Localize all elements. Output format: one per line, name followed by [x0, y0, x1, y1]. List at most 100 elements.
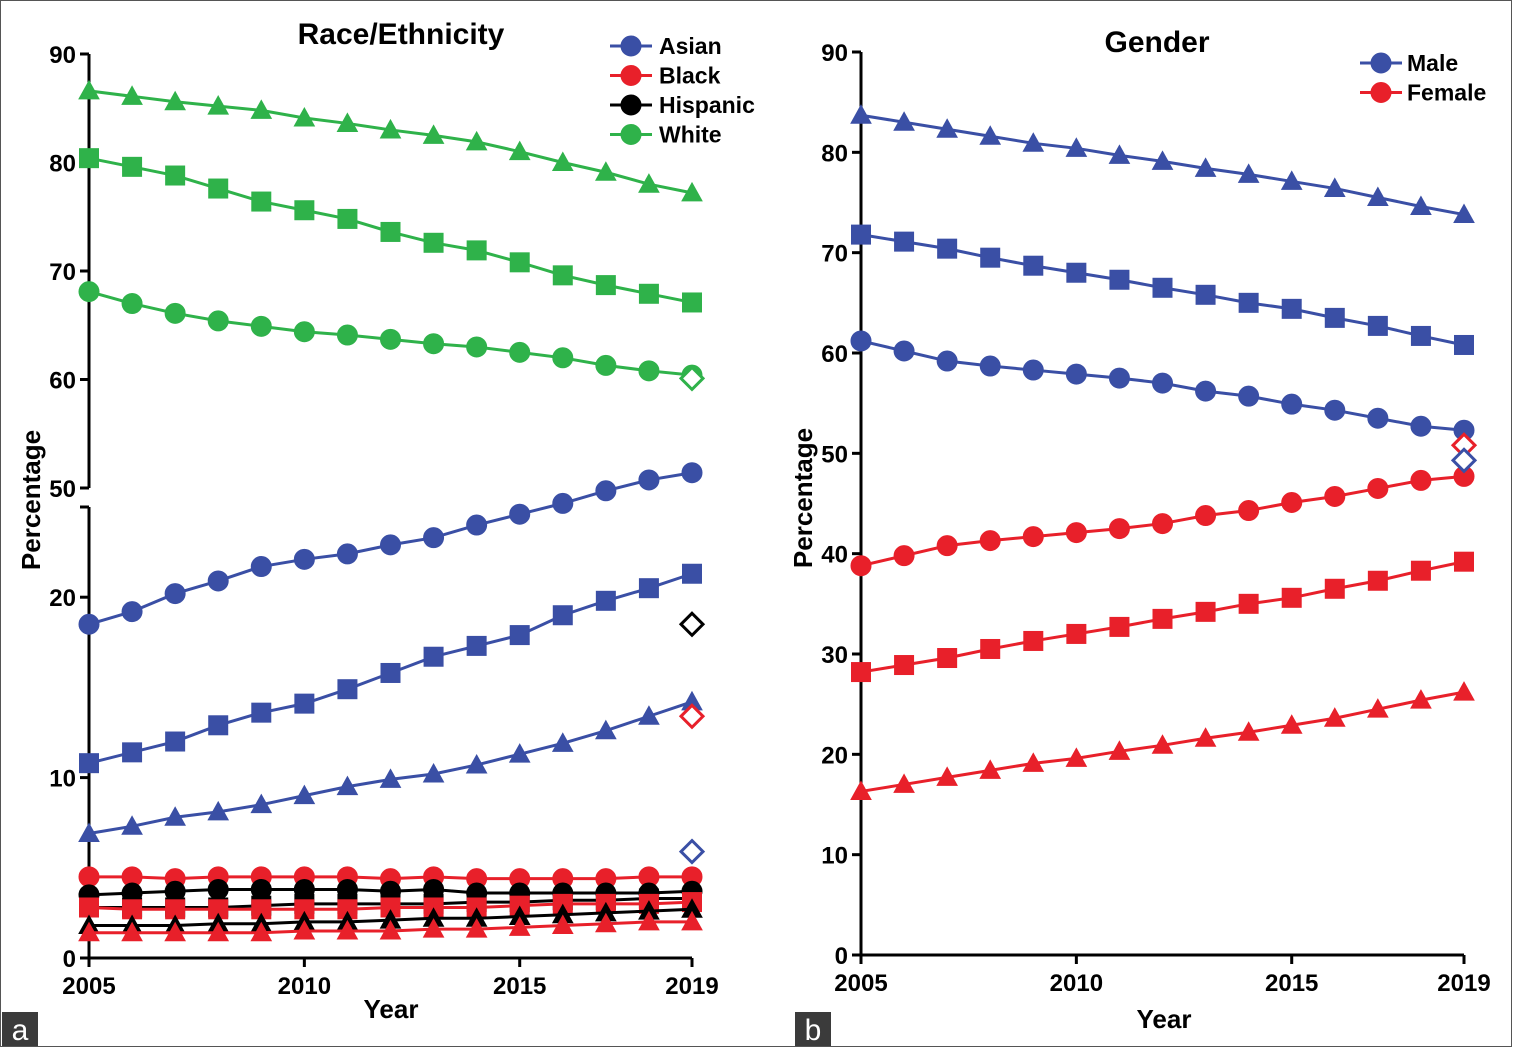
- panel-b-point-male-circle: [893, 340, 915, 362]
- panel-a-point-white-triangle: [78, 79, 100, 100]
- panel-b-point-male-triangle: [1022, 132, 1045, 152]
- panel-a-point-white-square: [638, 283, 659, 304]
- panel-a-reference-point: [678, 703, 706, 730]
- panel-b-point-male-square: [980, 247, 1001, 268]
- panel-a-point-black-triangle: [379, 919, 402, 940]
- panel-b-point-male-square: [1152, 277, 1173, 298]
- panel-b-point-male-square: [937, 238, 958, 259]
- panel-a-point-asian-triangle: [250, 793, 273, 814]
- panel-b-y-axis-label: Percentage: [788, 428, 818, 568]
- panel-a-point-white-square: [552, 265, 573, 286]
- panel-a-legend-label: Asian: [659, 33, 722, 59]
- panel-a-point-asian-triangle: [379, 768, 402, 788]
- panel-b-legend-label: Male: [1407, 50, 1458, 76]
- panel-b-point-female-triangle: [1280, 714, 1303, 734]
- panel-a-point-white-square: [165, 165, 186, 186]
- panel-a-point-black-triangle: [638, 910, 660, 931]
- panel-a-point-asian-circle: [380, 534, 401, 556]
- panel-a-point-black-circle: [78, 866, 100, 888]
- panel-a-legend-marker: [620, 124, 642, 145]
- panel-a-point-white-triangle: [595, 161, 617, 181]
- panel-a-point-asian-square: [122, 742, 143, 763]
- panel-a-point-white-circle: [552, 347, 574, 369]
- panel-b-point-female-circle: [1022, 526, 1044, 548]
- panel-b-point-female-circle: [893, 545, 915, 567]
- panel-b-legend: Male Female: [1360, 50, 1486, 106]
- panel-b-point-female-circle: [1281, 491, 1303, 513]
- panel-a-y-tick-label: 90: [49, 42, 76, 69]
- panel-b-y-tick-label: 80: [821, 140, 848, 167]
- panel-b-y-tick-label: 40: [821, 542, 848, 569]
- panel-a-point-asian-circle: [466, 514, 488, 536]
- panel-a-point-asian-square: [638, 578, 659, 599]
- panel-a-point-asian-triangle: [121, 815, 143, 835]
- panel-a-point-asian-triangle: [638, 705, 660, 725]
- panel-b-y-tick-label: 70: [821, 241, 848, 268]
- panel-b-point-female-triangle: [1367, 698, 1389, 718]
- panel-a-legend: Asian Black Hispanic White: [610, 33, 755, 148]
- panel-b-point-female-square: [851, 662, 871, 683]
- panel-b-point-female-square: [894, 655, 915, 676]
- panel-b-point-female-circle: [850, 555, 872, 577]
- panel-a-point-white-circle: [164, 302, 186, 324]
- panel-b-point-female-circle: [936, 535, 958, 557]
- panel-b-point-male-circle: [979, 355, 1001, 377]
- panel-a-y-tick-label: 80: [49, 151, 76, 178]
- panel-a-point-white-circle: [293, 321, 315, 343]
- panel-b-point-male-triangle: [1237, 163, 1260, 183]
- panel-b-point-female-circle: [1195, 505, 1217, 527]
- panel-a-point-white-circle: [380, 328, 401, 350]
- panel-b-point-male-circle: [1324, 399, 1346, 421]
- panel-b-point-male-square: [1109, 269, 1130, 290]
- panel-b-point-female-triangle: [1194, 727, 1217, 747]
- panel-a-y-tick-label: 50: [49, 476, 76, 503]
- panel-a-point-white-triangle: [681, 181, 703, 202]
- panel-a-point-black-triangle: [164, 921, 186, 942]
- panel-a-point-white-triangle: [379, 118, 402, 139]
- panel-b-letter-box: [795, 1012, 831, 1046]
- panel-b-y-tick-label: 90: [821, 40, 848, 67]
- panel-b-x-tick-label: 2005: [834, 970, 887, 997]
- panel-a-point-black-triangle: [508, 916, 531, 936]
- panel-b-y-tick-label: 30: [821, 642, 848, 669]
- panel-b-point-female-circle: [979, 530, 1001, 552]
- panel-a-legend-label: Hispanic: [659, 92, 755, 118]
- panel-b-point-male-square: [1410, 325, 1431, 346]
- panel-b-legend-label: Female: [1407, 80, 1486, 106]
- panel-b-point-male-triangle: [1151, 150, 1174, 170]
- panel-b-y-tick-label: 60: [821, 341, 848, 368]
- panel-b-point-male-triangle: [1194, 157, 1217, 177]
- panel-b-y-tick-label: 50: [821, 441, 848, 468]
- panel-a-point-white-square: [466, 240, 487, 261]
- panel-a-point-asian-square: [380, 662, 401, 683]
- panel-b-point-female-square: [980, 638, 1001, 659]
- panel-a-title: Race/Ethnicity: [298, 18, 505, 51]
- panel-a-x-tick-label: 2005: [62, 973, 115, 1000]
- panel-a-x-tick-label: 2010: [278, 973, 331, 1000]
- panel-b-point-female-circle: [1065, 522, 1087, 544]
- panel-a-y-tick-label: 10: [49, 766, 76, 793]
- panel-a-point-black-square: [79, 897, 99, 918]
- panel-a-point-white-circle: [207, 310, 229, 332]
- panel-a-point-white-square: [122, 156, 143, 177]
- panel-a-x-tick-label: 2015: [493, 973, 546, 1000]
- panel-b-point-male-square: [851, 224, 871, 245]
- panel-b-x-axis-label: Year: [1137, 1004, 1192, 1034]
- panel-a-point-white-triangle: [551, 151, 574, 171]
- panel-b-legend-marker: [1370, 52, 1392, 74]
- panel-a-point-white-triangle: [508, 140, 531, 161]
- panel-a-point-asian-square: [552, 605, 573, 626]
- panel-a-point-asian-square: [165, 731, 186, 752]
- panel-a-point-white-circle: [121, 293, 143, 315]
- panel-b-point-female-triangle: [936, 766, 958, 786]
- panel-a-point-white-circle: [78, 281, 100, 303]
- panel-b-point-male-square: [894, 231, 915, 252]
- panel-b-point-male-triangle: [1108, 144, 1131, 164]
- panel-a-point-white-triangle: [121, 85, 143, 105]
- panel-a-point-asian-triangle: [207, 800, 230, 821]
- panel-b-reference-point: [1450, 447, 1478, 474]
- panel-a-point-white-triangle: [638, 173, 660, 193]
- panel-b-point-female-triangle: [850, 780, 872, 800]
